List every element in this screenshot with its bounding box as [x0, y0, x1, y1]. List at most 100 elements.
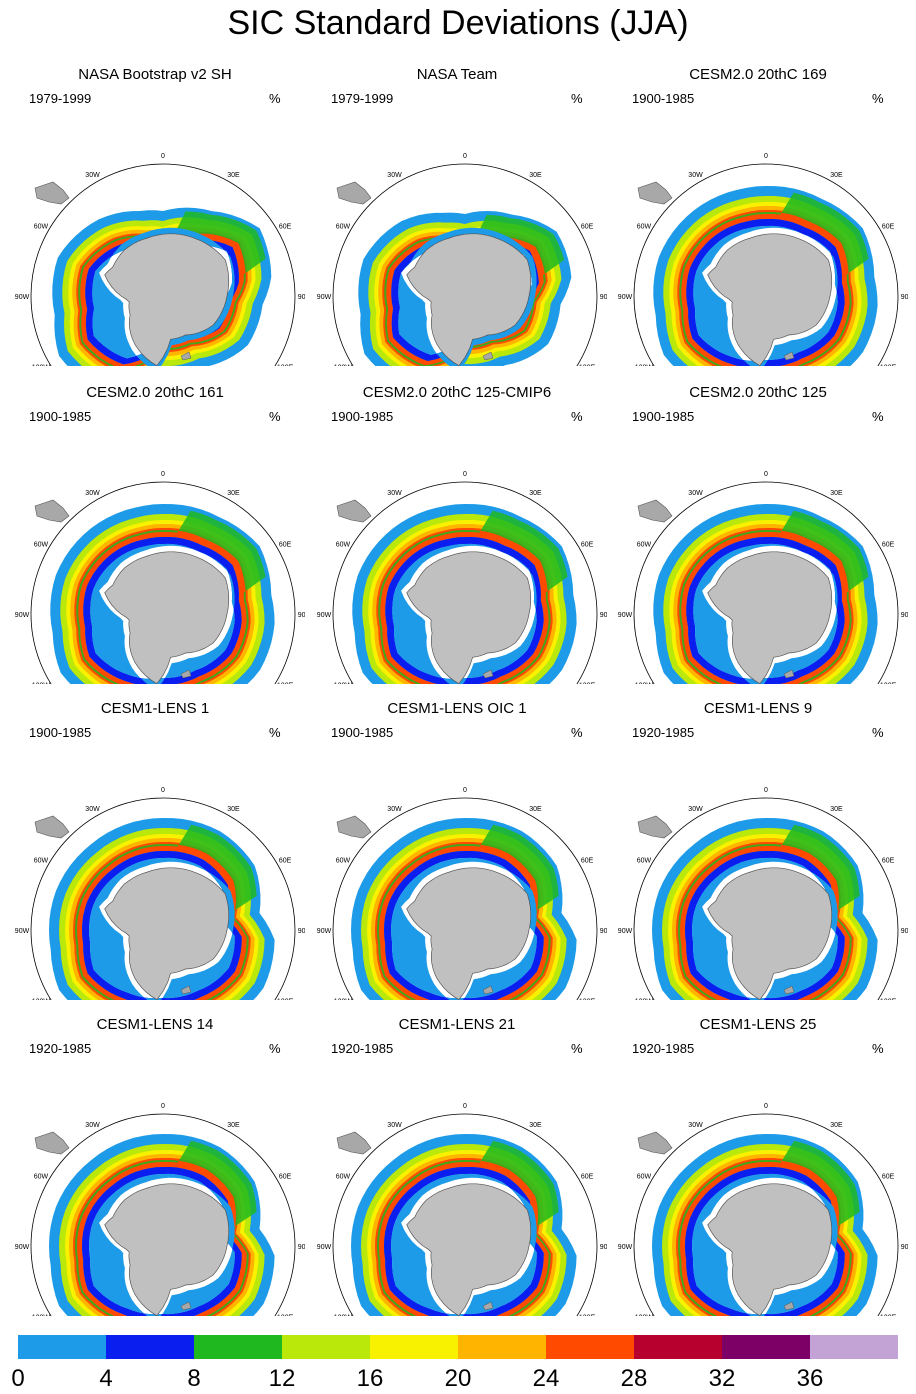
longitude-label: 0: [463, 1103, 467, 1110]
antarctica-land: [104, 867, 230, 1000]
longitude-label: 60E: [279, 858, 292, 865]
colorbar-tick-label: 0: [11, 1365, 24, 1392]
new-zealand-land: [783, 985, 795, 995]
colorbar-tick-label: 36: [797, 1365, 824, 1392]
antarctica-land: [707, 233, 833, 366]
longitude-label: 0: [764, 787, 768, 794]
colorbar-segment: [370, 1335, 458, 1359]
panel-unit: %: [571, 91, 583, 106]
longitude-label: 30E: [227, 490, 240, 497]
longitude-label: 120W: [334, 1315, 353, 1317]
longitude-label: 60W: [637, 224, 652, 231]
polar-map: 030E60E90E120E150E180150W120W90W60W30W: [15, 1103, 305, 1317]
colorbar-tick-label: 24: [533, 1365, 560, 1392]
antarctica-land: [104, 551, 230, 684]
longitude-label: 120W: [32, 365, 51, 367]
panel-period: 1900-1985: [632, 409, 695, 424]
new-zealand-land: [180, 1301, 192, 1311]
polar-map: 030E60E90E120E150E180150W120W90W60W30W: [618, 787, 908, 1001]
panel-title: CESM1-LENS 21: [398, 1016, 516, 1033]
panel-title: CESM1-LENS 1: [100, 700, 210, 717]
panel-period: 1920-1985: [29, 1041, 92, 1056]
new-zealand-land: [783, 351, 795, 361]
longitude-label: 30E: [529, 1122, 542, 1129]
longitude-label: 0: [463, 471, 467, 478]
colorbar-tick-label: 28: [621, 1365, 648, 1392]
map-panel: 030E60E90E120E150E180150W120W90W60W30WCE…: [307, 384, 607, 684]
longitude-label: 90W: [15, 612, 30, 619]
longitude-label: 60W: [637, 858, 652, 865]
polar-map: 030E60E90E120E150E180150W120W90W60W30W: [15, 471, 305, 685]
longitude-label: 60W: [637, 1174, 652, 1181]
longitude-label: 30W: [85, 490, 100, 497]
antarctica-land: [707, 551, 833, 684]
longitude-label: 90W: [618, 1244, 633, 1251]
sic-contour-band: [78, 211, 266, 366]
new-zealand-land: [180, 669, 192, 679]
longitude-label: 90W: [317, 1244, 332, 1251]
map-panel: 030E60E90E120E150E180150W120W90W60W30WCE…: [5, 1016, 305, 1316]
new-zealand-land: [783, 1301, 795, 1311]
longitude-label: 90W: [317, 612, 332, 619]
longitude-label: 60E: [882, 542, 895, 549]
longitude-label: 30W: [387, 490, 402, 497]
longitude-label: 120E: [277, 365, 294, 367]
longitude-label: 90W: [15, 1244, 30, 1251]
map-panel: 030E60E90E120E150E180150W120W90W60W30WNA…: [5, 66, 305, 366]
longitude-label: 30E: [830, 490, 843, 497]
colorbar-segment: [546, 1335, 634, 1359]
colorbar-tick-label: 8: [187, 1365, 200, 1392]
longitude-label: 30W: [85, 1122, 100, 1129]
longitude-label: 120W: [635, 365, 654, 367]
figure-title: SIC Standard Deviations (JJA): [227, 4, 689, 42]
antarctica-land: [104, 1183, 230, 1316]
longitude-label: 30W: [688, 806, 703, 813]
colorbar-segment: [722, 1335, 810, 1359]
new-zealand-land: [783, 669, 795, 679]
panel-unit: %: [269, 725, 281, 740]
longitude-label: 60E: [882, 224, 895, 231]
longitude-label: 120E: [579, 1315, 596, 1317]
south-america-land: [34, 499, 70, 523]
longitude-label: 90E: [298, 612, 305, 619]
longitude-label: 0: [463, 787, 467, 794]
polar-map: 030E60E90E120E150E180150W120W90W60W30W: [317, 153, 607, 366]
longitude-label: 30E: [830, 806, 843, 813]
antarctica-land: [406, 1183, 532, 1316]
longitude-label: 0: [764, 1103, 768, 1110]
colorbar-tick-label: 16: [357, 1365, 384, 1392]
longitude-label: 120W: [32, 1315, 51, 1317]
longitude-label: 30E: [227, 806, 240, 813]
colorbar-segment: [810, 1335, 898, 1359]
panel-title: CESM2.0 20thC 125: [689, 384, 827, 401]
longitude-label: 120E: [579, 999, 596, 1001]
longitude-label: 120E: [880, 365, 897, 367]
longitude-label: 120E: [277, 999, 294, 1001]
longitude-label: 60E: [581, 542, 594, 549]
panel-title: CESM2.0 20thC 161: [86, 384, 224, 401]
map-panel: 030E60E90E120E150E180150W120W90W60W30WCE…: [307, 1016, 607, 1316]
colorbar-tick-label: 4: [99, 1365, 112, 1392]
new-zealand-land: [180, 351, 192, 361]
longitude-label: 60W: [336, 858, 351, 865]
panel-title: CESM1-LENS 9: [703, 700, 813, 717]
south-america-land: [336, 1131, 372, 1155]
panel-period: 1900-1985: [632, 91, 695, 106]
longitude-label: 30W: [688, 490, 703, 497]
colorbar: 0 4 8 12 16 20 24 28 32 36: [11, 1335, 898, 1392]
antarctica-land: [406, 551, 532, 684]
longitude-label: 120W: [32, 683, 51, 685]
south-america-land: [34, 815, 70, 839]
colorbar-segment: [458, 1335, 546, 1359]
longitude-label: 60W: [34, 1174, 49, 1181]
longitude-label: 120W: [32, 999, 51, 1001]
colorbar-tick-label: 20: [445, 1365, 472, 1392]
panel-title: NASA Team: [416, 66, 498, 83]
panel-unit: %: [571, 1041, 583, 1056]
longitude-label: 120E: [880, 999, 897, 1001]
panel-title: NASA Bootstrap v2 SH: [78, 66, 232, 83]
south-america-land: [336, 499, 372, 523]
longitude-label: 60W: [336, 224, 351, 231]
longitude-label: 120E: [277, 1315, 294, 1317]
longitude-label: 60E: [882, 858, 895, 865]
